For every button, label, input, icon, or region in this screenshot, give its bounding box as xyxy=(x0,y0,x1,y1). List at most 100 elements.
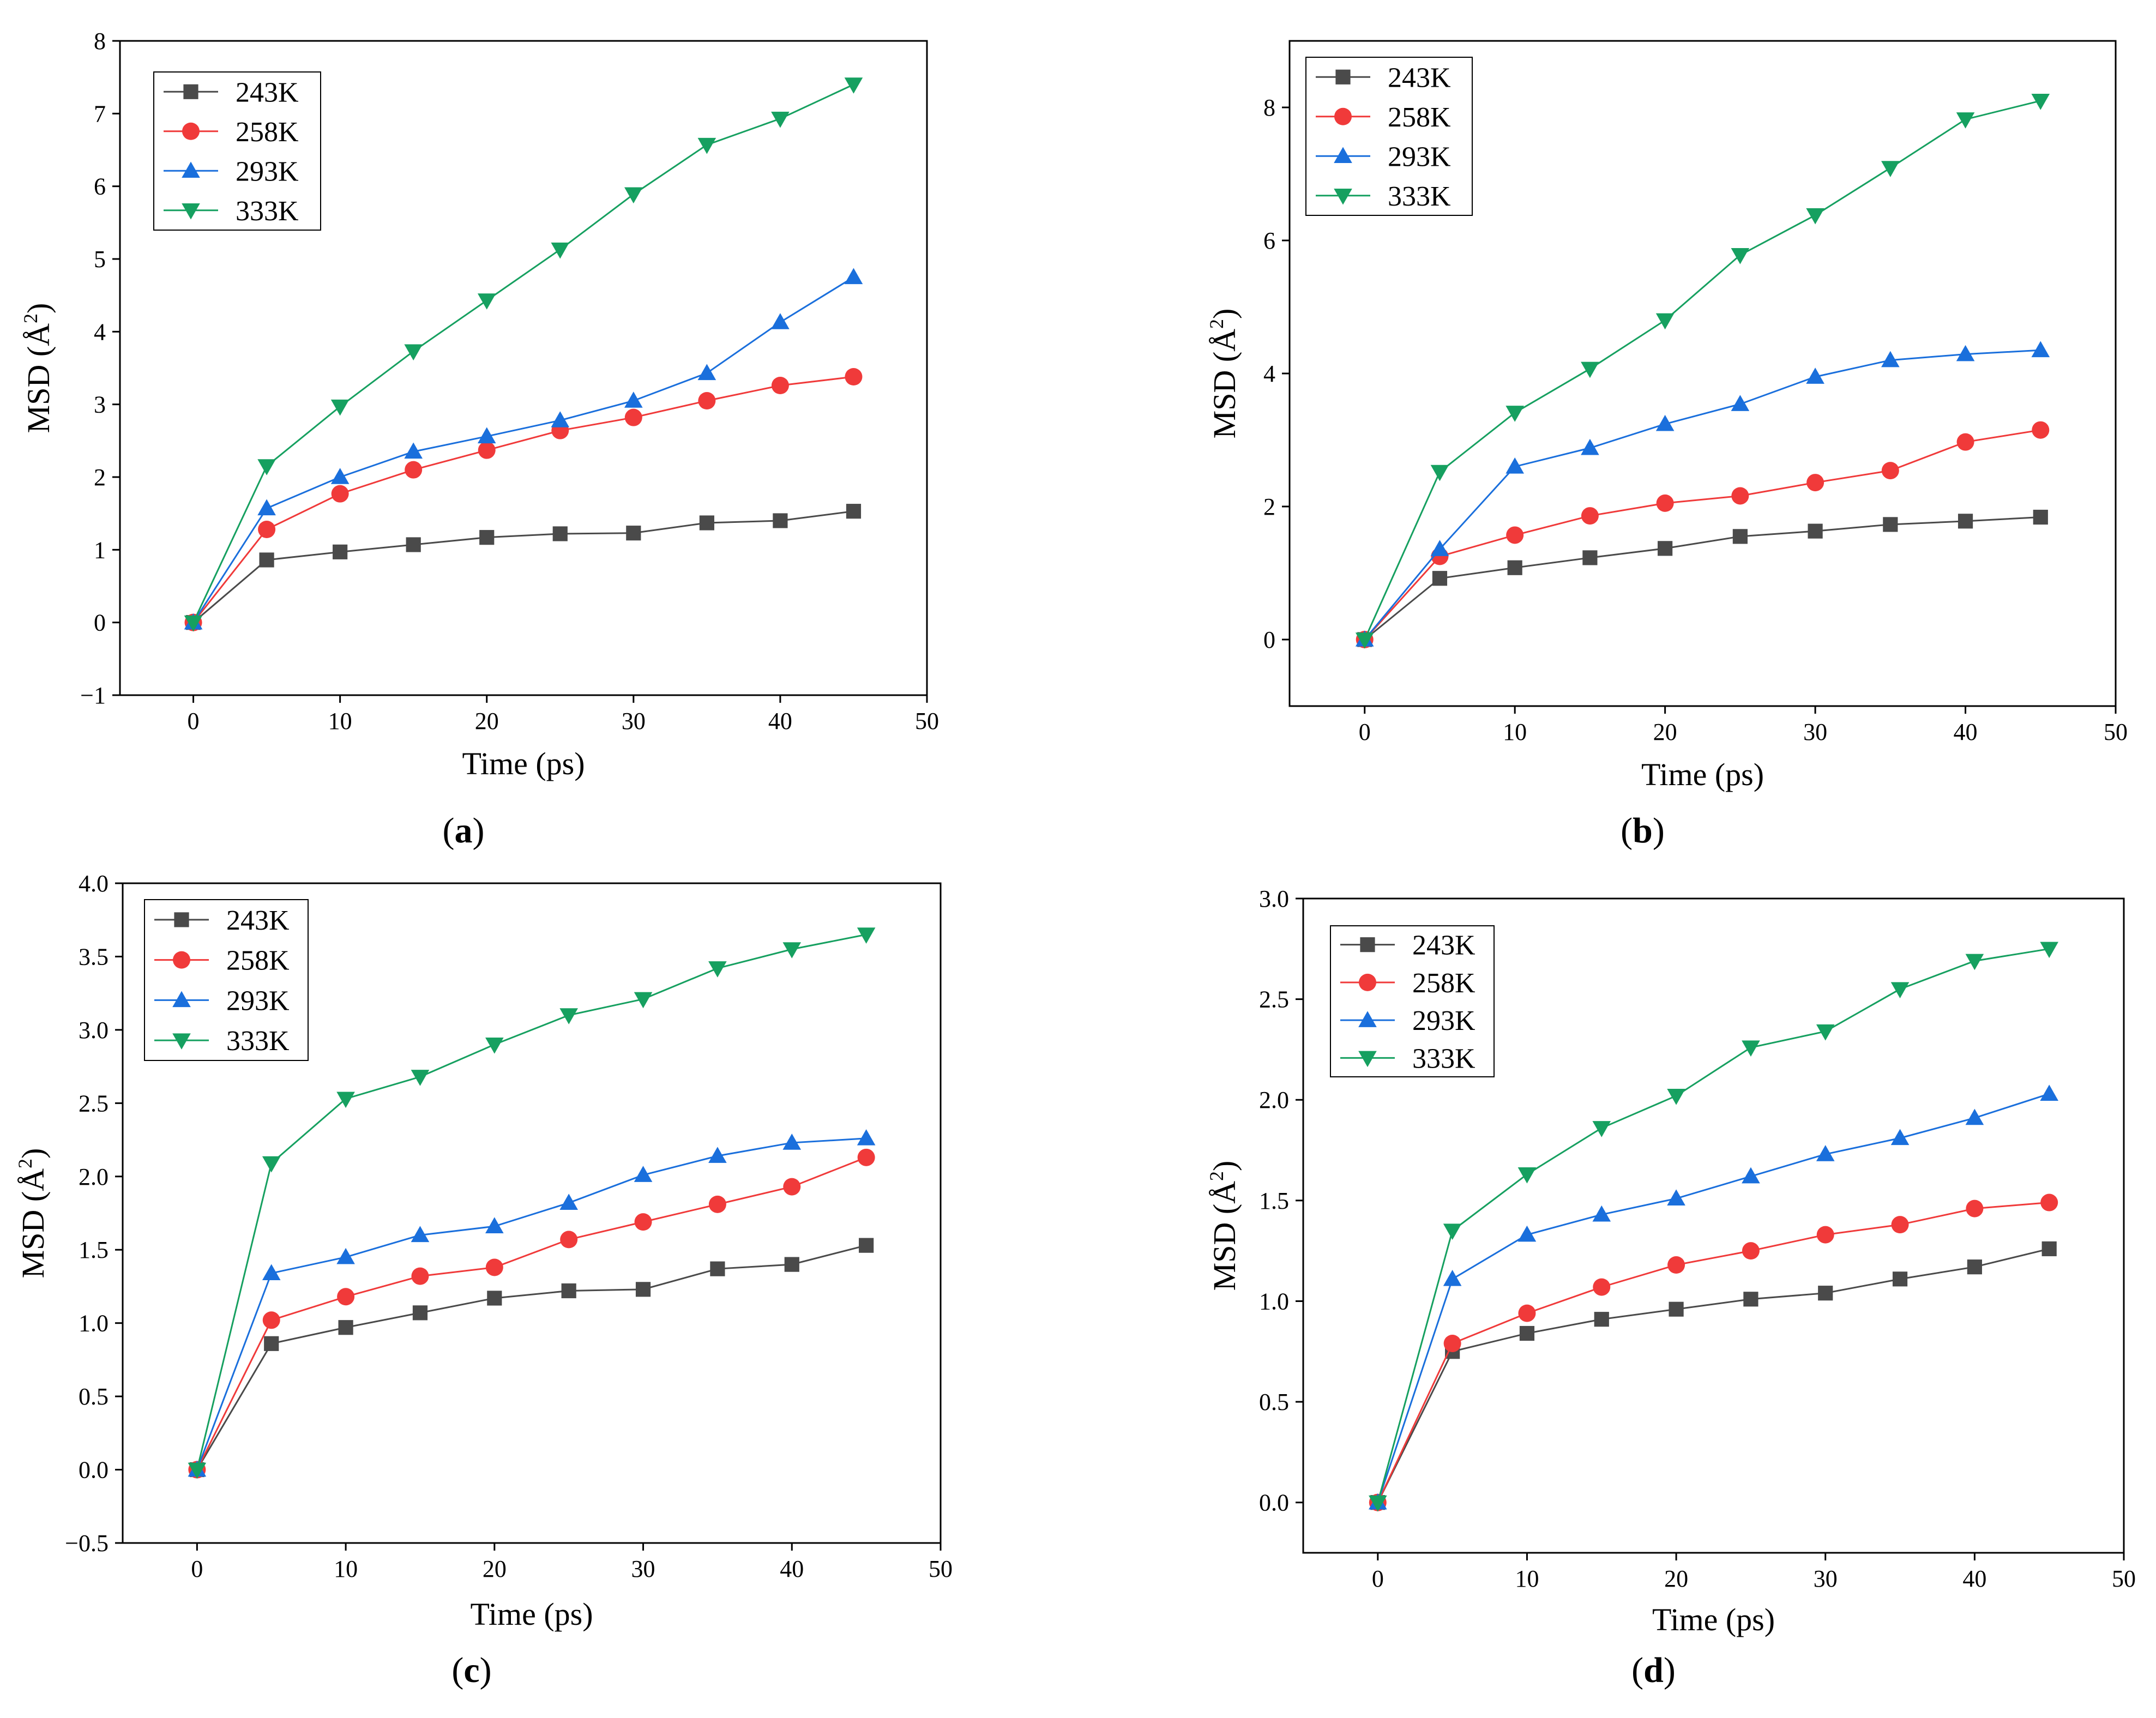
legend-label-293K: 293K xyxy=(1412,1005,1476,1036)
data-point-258K xyxy=(708,1195,726,1213)
chart-panel-b: 0 10 20 30 40 50 0 2 4 6 8 Time (ps) MSD (Å2) 243K 258… xyxy=(1206,40,2128,851)
data-point-333K xyxy=(857,927,876,944)
chart-panel-c: 0 10 20 30 40 50 −0.5 0.0 0.5 1.0 1.5 2.0 2.5 3.0 3.5 4… xyxy=(14,870,953,1690)
panel-caption: (d) xyxy=(1631,1650,1676,1690)
data-point-258K xyxy=(634,1213,652,1231)
data-point-243K xyxy=(552,526,568,541)
data-point-243K xyxy=(1732,529,1748,544)
data-point-293K xyxy=(336,1247,355,1264)
data-point-258K xyxy=(337,1288,355,1306)
data-point-293K xyxy=(1890,1129,1910,1146)
data-point-333K xyxy=(1806,208,1824,225)
data-point-333K xyxy=(336,1092,355,1108)
data-point-293K xyxy=(1956,345,1975,361)
x-tick-label: 0 xyxy=(188,708,200,734)
x-tick-label: 50 xyxy=(915,708,939,734)
y-tick-label: 2 xyxy=(94,464,106,491)
data-point-293K xyxy=(1731,395,1750,411)
y-tick-label: 0 xyxy=(1263,626,1275,653)
legend-marker-333K xyxy=(1358,1051,1377,1068)
y-tick-label: 0 xyxy=(94,610,106,636)
series-line-333K xyxy=(192,83,854,623)
data-point-333K xyxy=(1655,313,1675,330)
data-point-258K xyxy=(560,1231,578,1249)
data-point-333K xyxy=(1517,1167,1537,1184)
y-tick-label: −1 xyxy=(80,682,106,709)
data-point-258K xyxy=(405,461,423,479)
legend-marker-243K xyxy=(1335,69,1351,85)
data-point-243K xyxy=(1594,1312,1609,1327)
legend-marker-293K xyxy=(182,161,200,178)
chart-panel-d: 0 10 20 30 40 50 0.0 0.5 1.0 1.5 2.0 2.5 3.0 Time (ps… xyxy=(1206,885,2136,1690)
data-point-243K xyxy=(784,1257,799,1272)
x-tick-label: 40 xyxy=(768,708,792,734)
data-point-333K xyxy=(1505,406,1524,422)
data-point-258K xyxy=(1506,526,1524,544)
data-point-258K xyxy=(2040,1193,2058,1211)
data-point-258K xyxy=(1816,1226,1834,1244)
legend-marker-243K xyxy=(1360,937,1375,953)
legend-label-243K: 243K xyxy=(1412,930,1476,961)
legend-label-333K: 333K xyxy=(1388,181,1451,212)
data-point-243K xyxy=(1658,541,1673,556)
y-tick-label: 1.0 xyxy=(1259,1288,1289,1315)
data-point-243K xyxy=(1967,1259,1982,1275)
y-tick-label: 0.5 xyxy=(1259,1389,1289,1415)
data-point-333K xyxy=(411,1070,430,1086)
data-point-243K xyxy=(699,515,714,531)
data-point-258K xyxy=(1966,1199,1984,1217)
legend-label-293K: 293K xyxy=(236,156,299,187)
data-point-293K xyxy=(634,1166,653,1182)
data-point-333K xyxy=(844,77,863,94)
data-point-333K xyxy=(477,293,496,310)
data-point-293K xyxy=(624,391,643,408)
data-point-293K xyxy=(1592,1205,1611,1222)
plot-frame xyxy=(122,882,942,1544)
legend-marker-258K xyxy=(1334,107,1352,125)
legend-label-258K: 258K xyxy=(236,117,299,148)
series-line-333K xyxy=(1364,100,2041,640)
data-point-243K xyxy=(1818,1286,1833,1301)
y-tick-label: 2 xyxy=(1263,493,1275,520)
data-point-333K xyxy=(771,111,790,128)
data-point-293K xyxy=(1965,1108,1984,1125)
data-point-293K xyxy=(404,442,423,459)
data-point-258K xyxy=(411,1267,429,1285)
data-point-333K xyxy=(1369,1495,1387,1512)
series-line-293K xyxy=(1364,349,2041,640)
data-point-258K xyxy=(624,408,642,426)
x-tick-label: 10 xyxy=(1515,1565,1539,1592)
data-point-243K xyxy=(1432,571,1448,586)
data-point-258K xyxy=(331,485,349,503)
legend-label-243K: 243K xyxy=(226,905,290,936)
data-point-243K xyxy=(2041,1241,2057,1257)
x-axis-label: Time (ps) xyxy=(470,1596,593,1632)
data-point-293K xyxy=(559,1193,578,1210)
data-point-333K xyxy=(262,1156,281,1173)
data-point-258K xyxy=(258,521,276,538)
data-point-293K xyxy=(708,1147,727,1163)
x-tick-label: 20 xyxy=(1653,719,1677,745)
series-293K xyxy=(1355,341,2050,647)
legend: 243K 258K 293K 333K xyxy=(1305,57,1473,216)
data-point-243K xyxy=(264,1336,279,1351)
series-333K xyxy=(184,77,863,632)
y-tick-label: 2.5 xyxy=(79,1090,109,1117)
series-293K xyxy=(188,1129,876,1477)
legend-label-293K: 293K xyxy=(1388,141,1451,172)
series-line-293K xyxy=(192,276,854,623)
x-tick-label: 30 xyxy=(1814,1565,1838,1592)
legend-marker-333K xyxy=(1334,188,1352,205)
data-point-333K xyxy=(2031,94,2050,110)
data-point-243K xyxy=(338,1320,353,1335)
data-point-258K xyxy=(1667,1256,1685,1274)
data-point-258K xyxy=(1731,487,1749,505)
data-point-293K xyxy=(1581,438,1599,455)
legend-box xyxy=(153,71,321,231)
data-point-243K xyxy=(626,526,641,541)
legend-marker-333K xyxy=(172,1033,191,1050)
legend-marker-243K xyxy=(174,912,189,927)
data-point-243K xyxy=(333,544,348,559)
series-258K xyxy=(188,1148,875,1479)
